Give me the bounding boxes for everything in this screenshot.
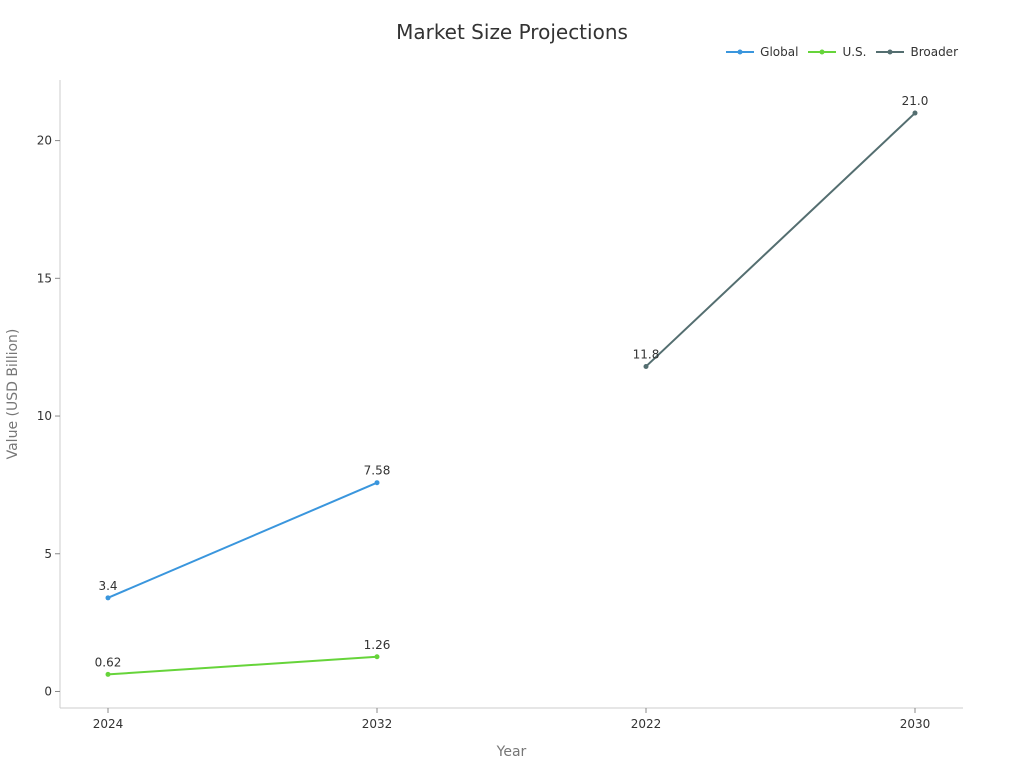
x-tick-label: 2032	[362, 717, 393, 731]
data-label-u-s: 1.26	[364, 638, 391, 652]
legend-item-broader[interactable]: Broader	[876, 45, 958, 59]
data-label-global: 3.4	[98, 579, 117, 593]
data-label-broader: 21.0	[902, 94, 929, 108]
data-label-u-s: 0.62	[95, 655, 122, 669]
data-point-broader	[912, 110, 918, 116]
legend-swatch-broader	[876, 49, 905, 55]
chart-title: Market Size Projections	[396, 20, 628, 44]
series-line-global	[107, 481, 378, 599]
y-tick-label: 10	[37, 409, 52, 423]
series-line-u-s	[107, 655, 378, 676]
series-line-broader	[645, 112, 916, 368]
legend-swatch-global	[726, 49, 755, 55]
data-label-broader: 11.8	[633, 347, 660, 361]
legend-label-us: U.S.	[842, 45, 867, 59]
x-tick-label: 2024	[93, 717, 124, 731]
x-axis-title: Year	[496, 744, 527, 760]
legend: Global U.S. Broader	[726, 45, 958, 59]
data-point-global	[374, 480, 380, 486]
y-tick-label: 20	[37, 134, 52, 148]
y-tick-label: 0	[44, 684, 52, 698]
y-tick-label: 15	[37, 271, 52, 285]
legend-label-broader: Broader	[910, 45, 958, 59]
y-tick-label: 5	[44, 547, 52, 561]
x-tick-label: 2030	[900, 717, 931, 731]
data-point-global	[105, 595, 111, 601]
data-label-global: 7.58	[364, 464, 391, 478]
legend-item-us[interactable]: U.S.	[808, 45, 866, 59]
data-point-u-s	[374, 654, 380, 660]
legend-item-global[interactable]: Global	[726, 45, 798, 59]
data-point-broader	[643, 363, 649, 369]
legend-label-global: Global	[760, 45, 799, 59]
x-tick-label: 2022	[631, 717, 662, 731]
data-point-u-s	[105, 671, 111, 677]
legend-swatch-us	[808, 49, 837, 55]
y-axis-title: Value (USD Billion)	[5, 329, 21, 460]
